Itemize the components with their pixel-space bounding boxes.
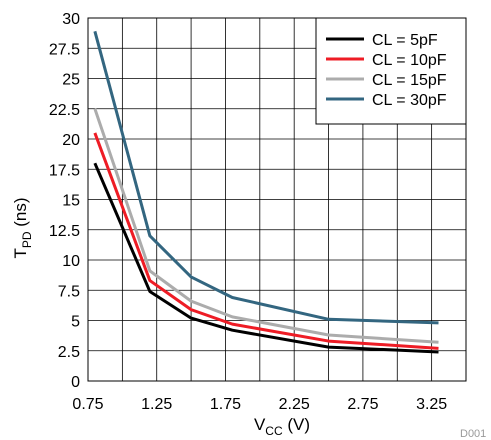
y-tick-labels: 0 2.5 5 7.5 10 12.5 15 17.5 20 22.5 25 27.5 30 bbox=[49, 11, 80, 391]
x-tick-label: 1.75 bbox=[210, 396, 241, 413]
legend-label: CL = 30pF bbox=[372, 92, 447, 109]
x-tick-label: 1.25 bbox=[141, 396, 172, 413]
y-tick-label: 27.5 bbox=[49, 41, 80, 58]
y-tick-label: 0 bbox=[71, 374, 80, 391]
legend-label: CL = 5pF bbox=[372, 32, 438, 49]
series-line bbox=[93, 162, 439, 354]
y-tick-label: 7.5 bbox=[58, 283, 80, 300]
series-line bbox=[93, 108, 439, 344]
y-tick-label: 15 bbox=[62, 193, 80, 210]
x-tick-label: 2.75 bbox=[347, 396, 378, 413]
y-axis-title-main: T bbox=[11, 248, 30, 258]
x-tick-labels: 0.75 1.25 1.75 2.25 2.75 3.25 bbox=[72, 396, 447, 413]
series-line bbox=[93, 30, 439, 325]
legend-label: CL = 10pF bbox=[372, 52, 447, 69]
y-tick-label: 22.5 bbox=[49, 102, 80, 119]
x-axis-title-unit: (V) bbox=[283, 415, 310, 434]
x-tick-label: 0.75 bbox=[72, 396, 103, 413]
y-tick-label: 12.5 bbox=[49, 223, 80, 240]
legend-label: CL = 15pF bbox=[372, 72, 447, 89]
x-axis-title-subscript: CC bbox=[265, 424, 283, 438]
y-tick-label: 10 bbox=[62, 253, 80, 270]
y-tick-label: 20 bbox=[62, 132, 80, 149]
x-axis-title: VCC (V) bbox=[254, 415, 310, 438]
plot-border bbox=[87, 17, 467, 382]
y-axis-title-unit: (ns) bbox=[11, 197, 30, 231]
y-tick-label: 5 bbox=[71, 314, 80, 331]
x-tick-label: 3.25 bbox=[416, 396, 447, 413]
series-line bbox=[93, 132, 439, 350]
y-axis-title: TPD (ns) bbox=[11, 197, 34, 258]
legend-box bbox=[315, 17, 467, 125]
series-lines bbox=[93, 30, 439, 354]
y-tick-label: 30 bbox=[62, 11, 80, 28]
y-tick-label: 25 bbox=[62, 72, 80, 89]
x-axis-title-main: V bbox=[254, 415, 266, 434]
figure-id-watermark: D001 bbox=[460, 428, 486, 440]
x-tick-label: 2.25 bbox=[279, 396, 310, 413]
y-axis-title-subscript: PD bbox=[20, 231, 34, 248]
y-tick-label: 17.5 bbox=[49, 162, 80, 179]
legend: CL = 5pF CL = 10pF CL = 15pF CL = 30pF bbox=[315, 17, 467, 125]
y-tick-label: 2.5 bbox=[58, 344, 80, 361]
